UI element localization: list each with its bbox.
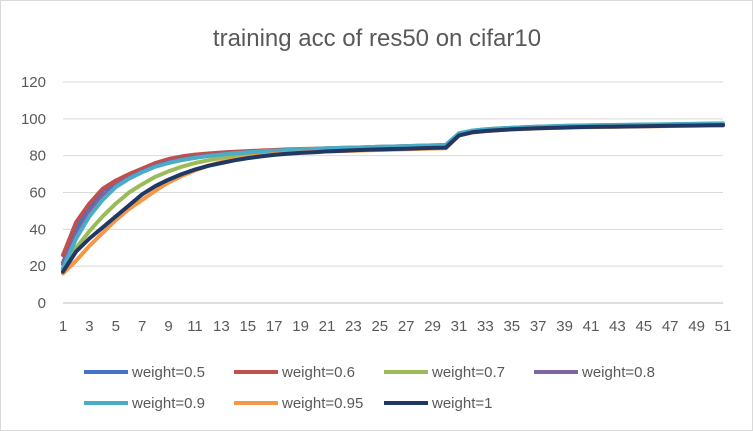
x-tick-label: 45	[635, 318, 652, 335]
legend-label: weight=0.95	[281, 395, 363, 412]
legend-item: weight=0.7	[384, 364, 505, 381]
y-tick-label: 40	[29, 221, 46, 238]
y-tick-label: 0	[38, 295, 46, 312]
legend-item: weight=0.5	[84, 364, 205, 381]
legend-label: weight=0.9	[131, 395, 205, 412]
y-tick-label: 100	[21, 111, 46, 128]
legend-label: weight=0.5	[131, 364, 205, 381]
series-line-1	[61, 121, 725, 265]
x-tick-label: 11	[187, 318, 203, 335]
x-tick-label: 21	[319, 318, 336, 335]
x-tick-label: 43	[609, 318, 626, 335]
x-tick-label: 17	[266, 318, 283, 335]
x-tick-label: 9	[164, 318, 172, 335]
series-lines	[61, 121, 725, 276]
legend-label: weight=0.6	[281, 364, 355, 381]
y-tick-label: 60	[29, 185, 46, 202]
x-tick-label: 39	[556, 318, 573, 335]
x-tick-label: 25	[371, 318, 388, 335]
x-tick-label: 27	[398, 318, 415, 335]
series-line-2	[61, 121, 725, 258]
series-line-5	[61, 121, 725, 270]
legend-item: weight=1	[384, 395, 492, 412]
x-tick-label: 41	[583, 318, 600, 335]
x-tick-label: 35	[503, 318, 520, 335]
x-tick-label: 5	[112, 318, 120, 335]
x-tick-label: 31	[451, 318, 468, 335]
legend: weight=0.5 weight=0.6 weight=0.7 weight=0.8…	[84, 364, 655, 412]
x-tick-label: 47	[662, 318, 679, 335]
legend-item: weight=0.6	[234, 364, 355, 381]
x-tick-label: 7	[138, 318, 146, 335]
legend-label: weight=1	[431, 395, 492, 412]
x-axis-ticks: 1 3 5 7 9 11 13 15 17 19 21 23 25 27 29 31 33 35 37 39 41 43 4…	[59, 318, 732, 335]
x-tick-label: 49	[688, 318, 705, 335]
x-tick-label: 37	[530, 318, 547, 335]
x-tick-label: 23	[345, 318, 362, 335]
chart-title: training acc of res50 on cifar10	[213, 25, 541, 52]
x-tick-label: 33	[477, 318, 494, 335]
y-tick-label: 20	[29, 258, 46, 275]
x-tick-label: 29	[424, 318, 441, 335]
gridlines	[63, 81, 723, 304]
x-tick-label: 1	[59, 318, 67, 335]
y-tick-label: 80	[29, 148, 46, 165]
x-tick-label: 13	[213, 318, 230, 335]
series-line-7	[61, 123, 725, 274]
legend-item: weight=0.9	[84, 395, 205, 412]
legend-label: weight=0.7	[431, 364, 505, 381]
legend-label: weight=0.8	[581, 364, 655, 381]
x-tick-label: 19	[292, 318, 309, 335]
x-tick-label: 3	[85, 318, 93, 335]
x-tick-label: 51	[715, 318, 732, 335]
x-tick-label: 15	[239, 318, 256, 335]
y-tick-label: 120	[21, 74, 46, 91]
legend-item: weight=0.8	[534, 364, 655, 381]
legend-item: weight=0.95	[234, 395, 363, 412]
y-axis-ticks: 0 20 40 60 80 100 120	[21, 74, 46, 312]
